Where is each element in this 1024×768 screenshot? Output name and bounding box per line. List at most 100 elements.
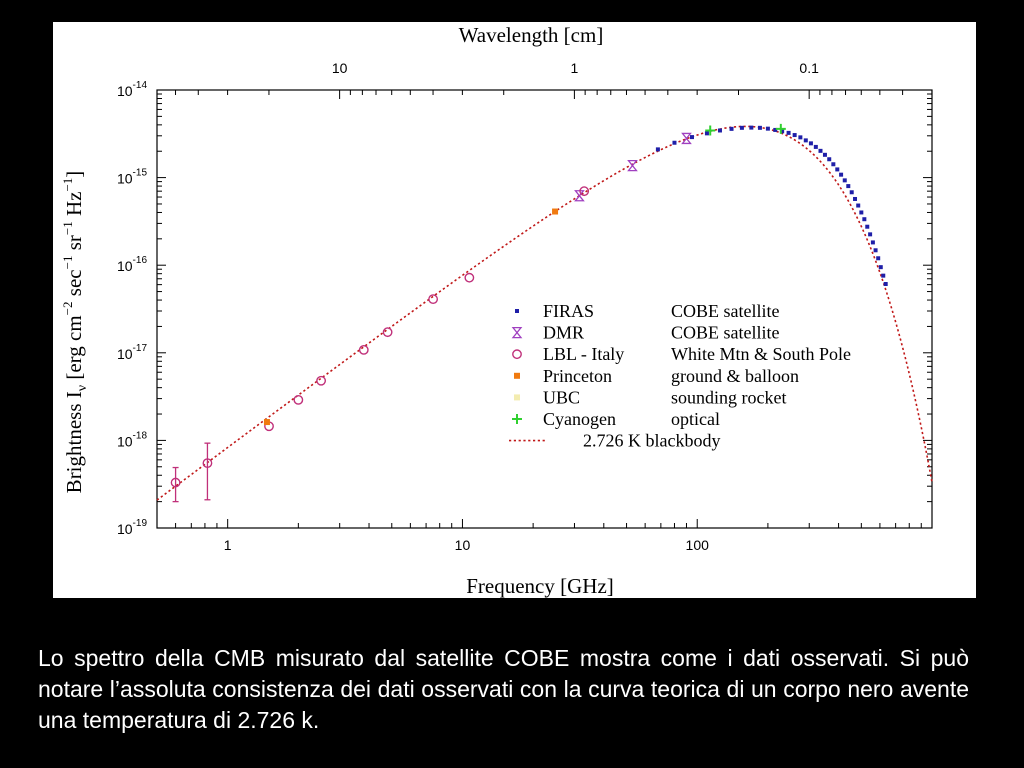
y-tick-label: 10-18 <box>117 430 147 449</box>
y-label-units-hz: Hz <box>62 192 86 217</box>
lbl-italy-point <box>358 344 369 355</box>
firas-point <box>803 138 808 143</box>
firas-point <box>818 148 823 153</box>
legend-name-ground-balloon: Princeton <box>543 366 612 386</box>
y-label-units-prefix: [erg cm <box>62 315 86 379</box>
y-label-units-sec: sec <box>62 269 86 296</box>
ubc-point <box>514 394 520 401</box>
lbl-italy-point <box>382 327 393 338</box>
plot-frame <box>156 89 933 529</box>
firas-point <box>672 140 677 145</box>
firas-point <box>655 147 660 152</box>
y-tick-label: 10-14 <box>117 80 147 99</box>
lbl-italy-point <box>170 477 181 488</box>
y-label-exp-cm: −2 <box>60 301 75 315</box>
firas-point <box>739 125 744 130</box>
firas-point <box>846 184 851 189</box>
firas-point <box>868 232 873 237</box>
firas-point <box>870 240 875 245</box>
firas-point <box>765 126 770 131</box>
cmb-spectrum-figure: Wavelength [cm] Frequency [GHz] Brightne… <box>53 22 976 598</box>
lbl-italy-point <box>428 294 439 305</box>
firas-point <box>859 210 864 215</box>
blackbody-curve <box>156 125 933 501</box>
firas-point <box>704 131 709 136</box>
firas-point <box>883 282 888 287</box>
legend-desc-cobe-satellite: COBE satellite <box>671 301 779 321</box>
top-tick-label: 10 <box>332 60 348 76</box>
firas-point <box>849 190 854 195</box>
y-axis-label: Brightness Iν [erg cm−2 sec−1 sr−1 Hz−1] <box>60 171 90 494</box>
top-tick-label: 1 <box>570 60 578 76</box>
legend-label-blackbody: 2.726 K blackbody <box>583 431 720 451</box>
y-tick-label: 10-19 <box>117 518 147 537</box>
y-label-exp-sec: −1 <box>60 256 75 270</box>
caption-text: Lo spettro della CMB misurato dal satell… <box>38 645 969 733</box>
firas-point <box>842 178 847 183</box>
firas-point <box>808 141 813 146</box>
x-tick-label: 10 <box>455 537 471 553</box>
firas-point <box>749 125 754 130</box>
firas-point <box>876 256 881 261</box>
legend-desc-sounding-rocket: sounding rocket <box>671 387 786 407</box>
y-label-units-end: ] <box>62 171 86 178</box>
firas-point <box>862 217 867 222</box>
legend-desc-white-mtn-south-pole: White Mtn & South Pole <box>671 344 851 364</box>
legend-name-white-mtn-south-pole: LBL - Italy <box>543 344 624 364</box>
legend-name-optical: Cyanogen <box>543 409 616 429</box>
firas-point <box>853 196 858 201</box>
lbl-italy-point <box>579 186 590 197</box>
dmr-point <box>627 159 638 172</box>
x-tick-label: 100 <box>686 537 710 553</box>
firas-point <box>865 224 870 229</box>
lbl-italy-point <box>464 272 475 283</box>
firas-point <box>878 265 883 270</box>
cyanogen-point <box>705 125 716 136</box>
lbl-italy-point <box>512 349 522 360</box>
dmr-point <box>681 132 692 145</box>
y-label-units-sr: sr <box>62 235 86 250</box>
legend-desc-ground-balloon: ground & balloon <box>671 366 799 386</box>
firas-point <box>827 157 832 162</box>
top-tick-label: 0.1 <box>799 60 819 76</box>
firas-point <box>835 167 840 172</box>
firas-point <box>873 248 878 253</box>
legend-name-sounding-rocket: UBC <box>543 387 580 407</box>
firas-point <box>839 172 844 177</box>
y-label-main: Brightness I <box>62 391 86 493</box>
princeton-point <box>263 419 270 426</box>
firas-point <box>729 126 734 131</box>
y-label-exp-sr: −1 <box>60 221 75 235</box>
firas-point <box>798 135 803 140</box>
firas-point <box>881 273 886 278</box>
firas-point <box>813 144 818 149</box>
firas-point <box>780 129 785 134</box>
lbl-italy-point <box>316 375 327 386</box>
firas-point <box>786 130 791 135</box>
princeton-point <box>514 372 520 379</box>
lbl-italy-point <box>202 458 213 469</box>
firas-point <box>792 133 797 138</box>
y-tick-label: 10-17 <box>117 343 147 362</box>
legend-name-cobe-satellite: FIRAS <box>543 301 594 321</box>
princeton-point <box>552 208 559 215</box>
legend-desc-optical: optical <box>671 409 720 429</box>
x-axis-label: Frequency [GHz] <box>466 574 614 598</box>
dmr-point <box>574 190 585 202</box>
top-axis-label: Wavelength [cm] <box>459 23 604 47</box>
x-tick-label: 1 <box>224 537 232 553</box>
y-label-subscript: ν <box>75 385 90 391</box>
y-tick-label: 10-15 <box>117 168 147 187</box>
firas-point <box>689 135 694 140</box>
dmr-point <box>511 326 523 339</box>
lbl-italy-point <box>293 394 304 405</box>
cyanogen-point <box>512 414 522 424</box>
firas-point <box>515 309 519 313</box>
legend-desc-cobe-satellite: COBE satellite <box>671 323 779 343</box>
firas-point <box>717 128 722 133</box>
legend-name-cobe-satellite: DMR <box>543 323 584 343</box>
firas-point <box>773 127 778 132</box>
y-label-exp-hz: −1 <box>60 178 75 192</box>
firas-point <box>757 125 762 130</box>
cmb-spectrum-chart: Wavelength [cm] Frequency [GHz] Brightne… <box>60 23 933 598</box>
